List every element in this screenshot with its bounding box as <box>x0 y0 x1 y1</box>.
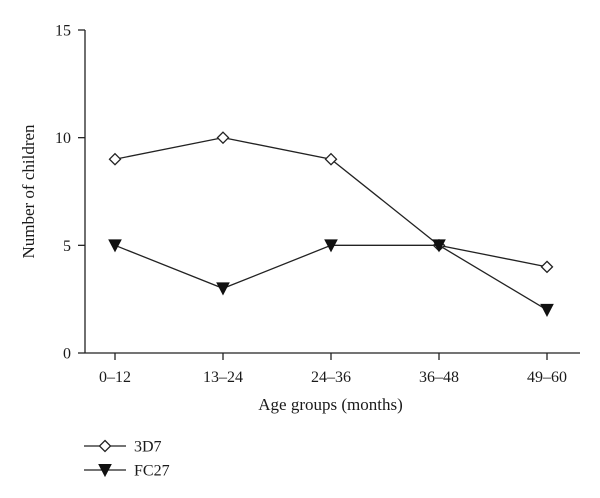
x-tick-label: 13–24 <box>203 369 243 386</box>
legend-label: FC27 <box>134 463 170 480</box>
legend-label: 3D7 <box>134 439 162 456</box>
data-point <box>108 152 122 166</box>
y-axis-title: Number of children <box>19 124 38 259</box>
data-point <box>540 303 554 318</box>
axes: 0 5 10 15 0–12 13–24 24–36 36–48 49–60 <box>55 23 580 386</box>
legend: 3D7 FC27 <box>84 439 170 480</box>
legend-item: FC27 <box>84 463 170 480</box>
y-ticks: 0 5 10 15 <box>55 23 85 363</box>
y-tick-label: 10 <box>55 130 71 147</box>
x-tick-label: 49–60 <box>527 369 567 386</box>
series-3d7 <box>108 131 554 274</box>
series-fc27 <box>108 239 554 318</box>
y-tick-label: 5 <box>63 238 71 255</box>
legend-item: 3D7 <box>84 439 162 456</box>
legend-marker <box>98 439 112 453</box>
y-tick-label: 0 <box>63 346 71 363</box>
data-point <box>108 239 122 253</box>
data-point <box>324 152 338 166</box>
x-tick-label: 24–36 <box>311 369 351 386</box>
series-group <box>108 131 554 318</box>
series-line <box>114 244 548 311</box>
x-ticks: 0–12 13–24 24–36 36–48 49–60 <box>99 353 567 386</box>
x-tick-label: 36–48 <box>419 369 459 386</box>
data-point <box>324 239 338 253</box>
data-point <box>432 239 446 253</box>
y-tick-label: 15 <box>55 23 71 40</box>
legend-marker <box>98 464 112 478</box>
data-point <box>216 131 230 145</box>
x-axis-title: Age groups (months) <box>258 395 402 414</box>
x-tick-label: 0–12 <box>99 369 131 386</box>
data-point <box>216 282 230 296</box>
data-point <box>540 260 554 274</box>
